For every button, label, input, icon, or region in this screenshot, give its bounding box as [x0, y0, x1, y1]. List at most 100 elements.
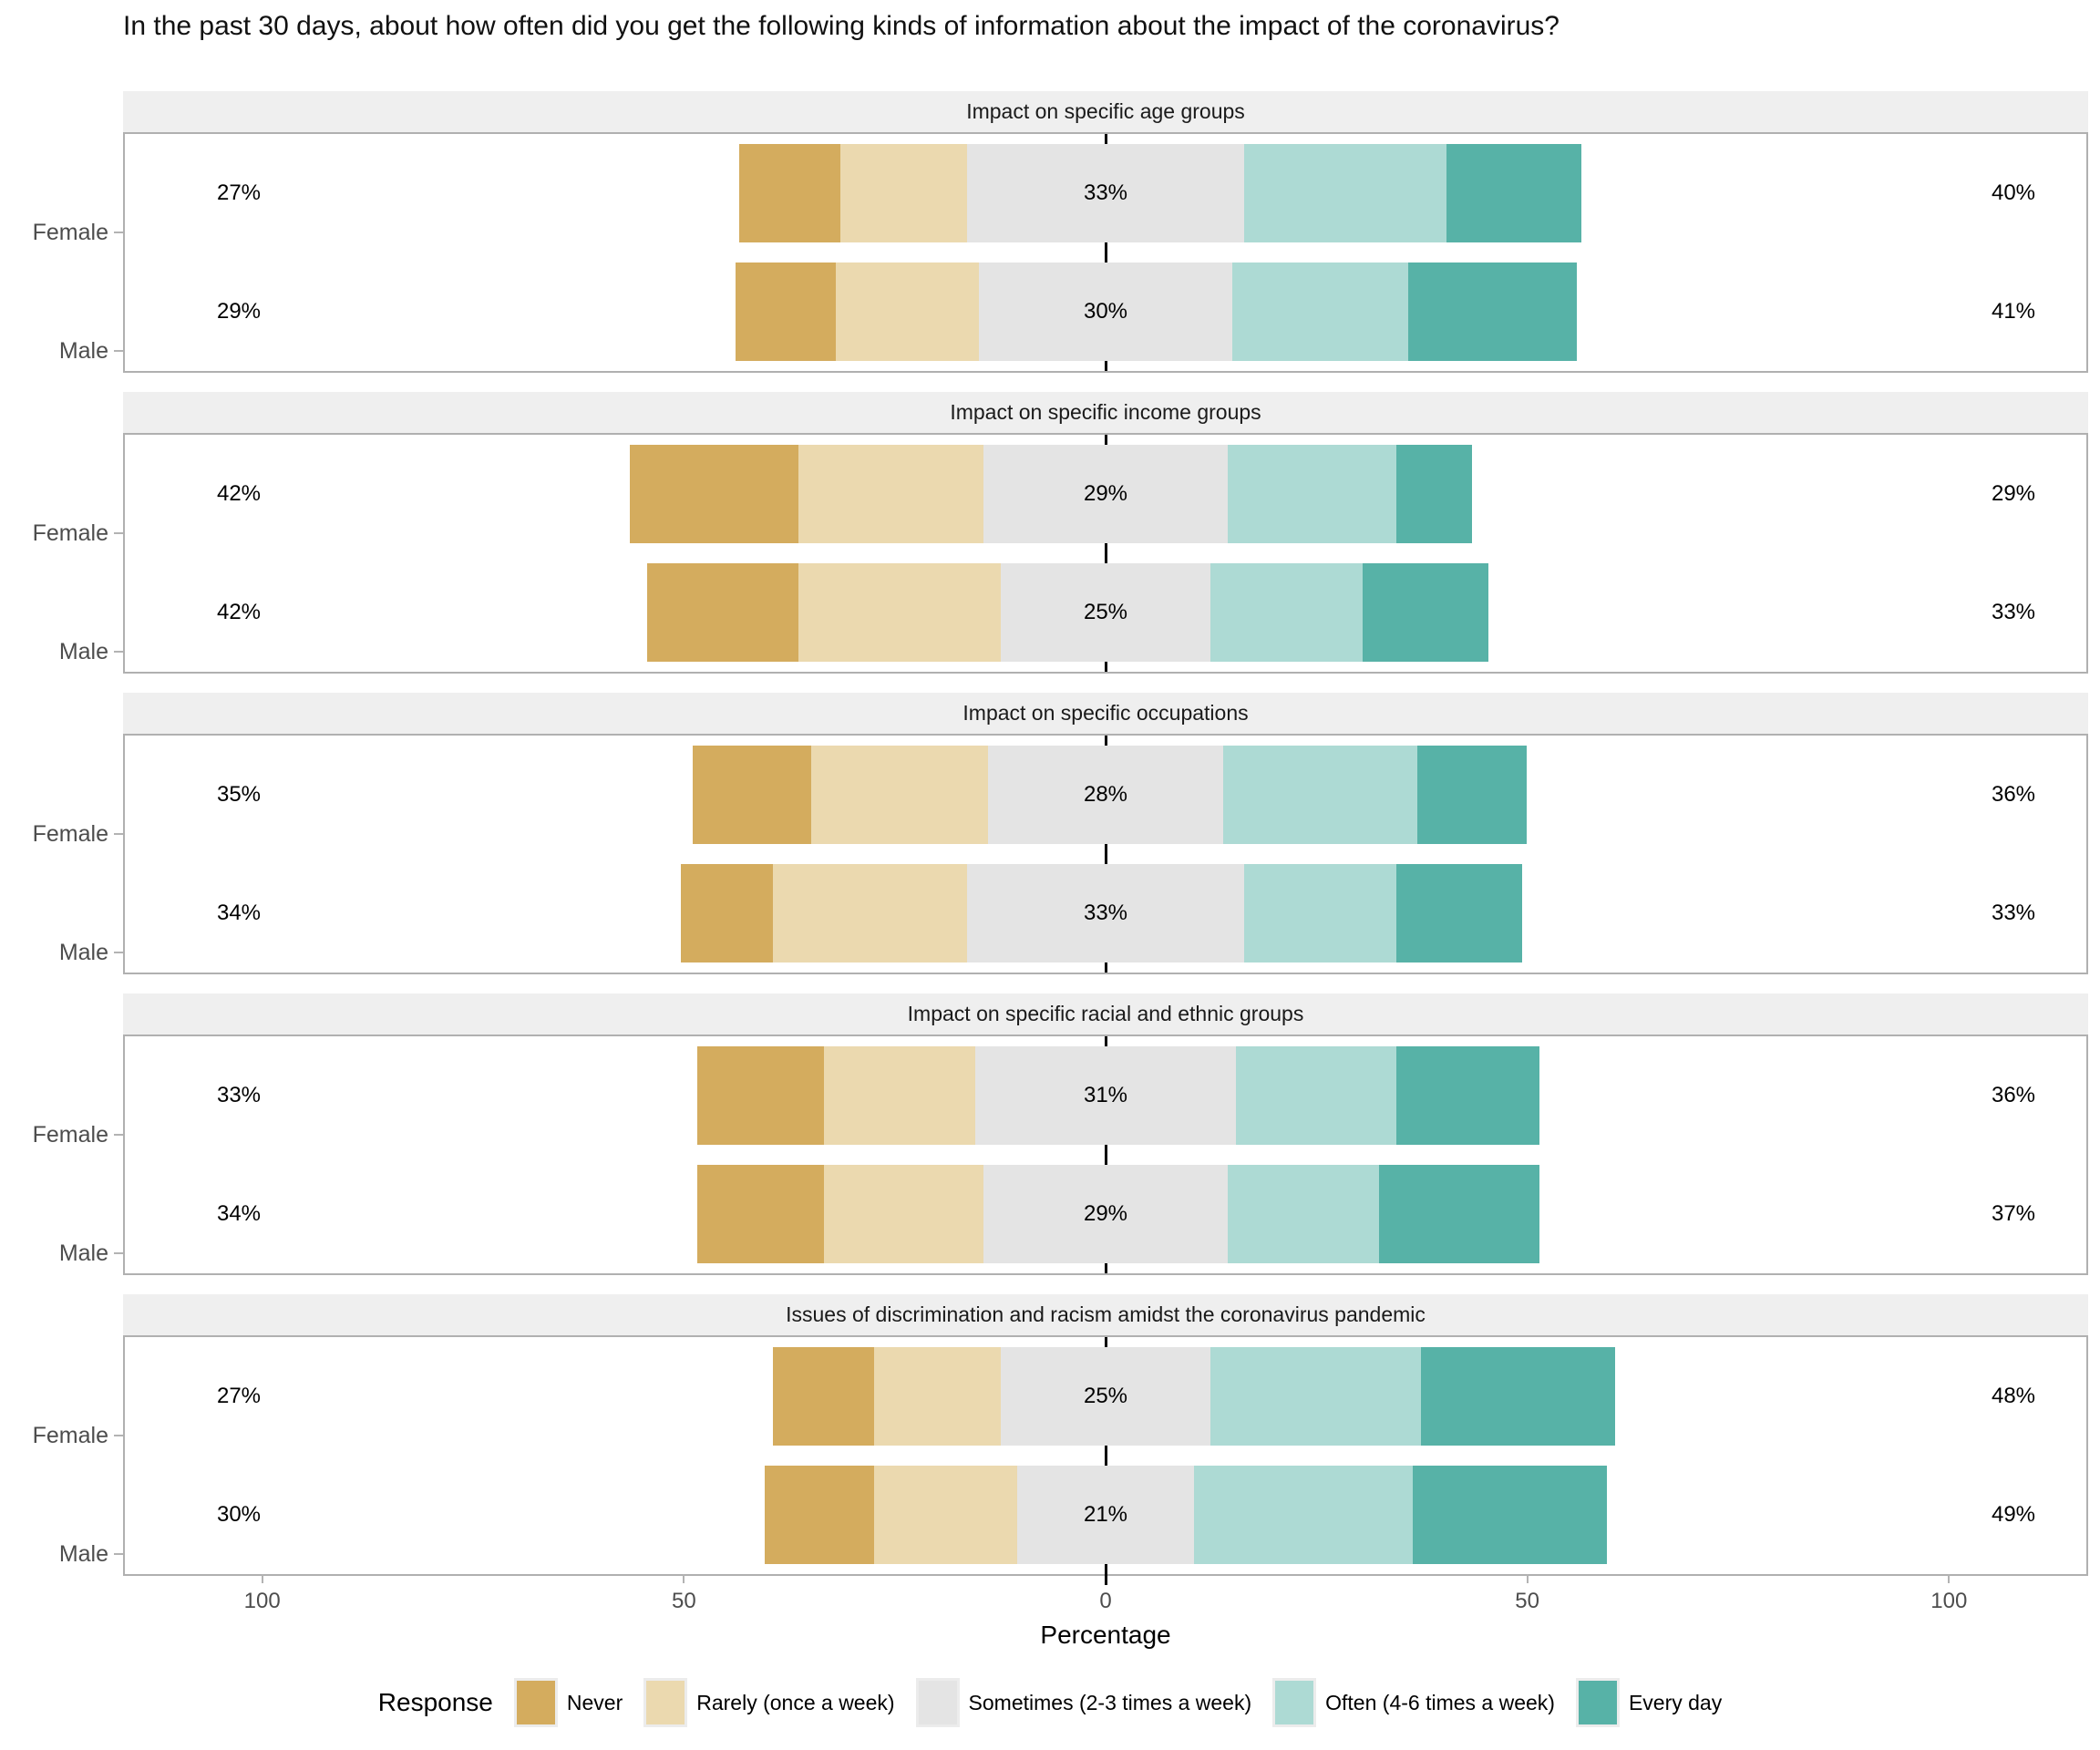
- bar-female: [125, 144, 2086, 242]
- x-axis-tick: [1526, 1574, 1529, 1583]
- value-label-right: 36%: [1991, 782, 2036, 807]
- value-label-left: 30%: [216, 1502, 262, 1527]
- y-axis-label-male: Male: [58, 1240, 108, 1266]
- value-label-left: 42%: [216, 600, 262, 624]
- x-axis: 100 50 0 50 100: [123, 1574, 2088, 1629]
- legend-item-never: Never: [516, 1681, 623, 1724]
- value-label-left: 42%: [216, 481, 262, 506]
- x-axis-title: Percentage: [1040, 1621, 1171, 1649]
- legend-swatch-sometimes: [918, 1681, 957, 1724]
- bar-segment-never: [697, 1165, 824, 1263]
- legend-label: Every day: [1628, 1690, 1723, 1714]
- x-axis-tick-label: 100: [1930, 1589, 1968, 1613]
- bar-segment-often: [1231, 262, 1409, 361]
- zero-axis-line: [1105, 1337, 1107, 1574]
- bar-segment-rarely: [798, 445, 984, 543]
- zero-axis-line: [1105, 435, 1107, 672]
- plot-area: 27% 33% 40% 29% 30% 41%: [123, 132, 2088, 373]
- value-label-left: 34%: [216, 901, 262, 925]
- bar-segment-every-day: [1413, 1466, 1607, 1564]
- x-axis-tick-zero: [1105, 1574, 1107, 1585]
- bar-male: [125, 1466, 2086, 1564]
- panel-header: Impact on specific income groups: [123, 392, 2088, 433]
- panel-title: Impact on specific income groups: [950, 400, 1261, 424]
- bar-segment-often: [1210, 1347, 1422, 1446]
- bar-segment-rarely: [836, 262, 980, 361]
- value-label-right: 49%: [1991, 1502, 2036, 1527]
- y-axis-tick: [114, 833, 123, 835]
- bar-segment-every-day: [1446, 144, 1581, 242]
- value-label-center: 33%: [1083, 901, 1128, 925]
- bar-segment-every-day: [1395, 864, 1523, 962]
- bar-segment-rarely: [823, 1165, 984, 1263]
- bar-segment-sometimes: [987, 746, 1224, 844]
- y-axis-tick: [114, 350, 123, 352]
- panel-income-groups: Impact on specific income groups 42% 29%…: [33, 392, 2088, 674]
- panel-title: Issues of discrimination and racism amid…: [786, 1302, 1426, 1326]
- bar-segment-often: [1193, 1466, 1414, 1564]
- bar-segment-often: [1227, 1165, 1380, 1263]
- bar-segment-every-day: [1362, 563, 1489, 662]
- x-axis-tick-label: 50: [671, 1589, 696, 1613]
- panel-header: Impact on specific age groups: [123, 91, 2088, 132]
- bar-male: [125, 262, 2086, 361]
- bar-female: [125, 445, 2086, 543]
- value-label-left: 33%: [216, 1083, 262, 1107]
- bar-segment-sometimes: [966, 144, 1245, 242]
- plot-area: 27% 25% 48% 30% 21% 49%: [123, 1335, 2088, 1576]
- value-label-center: 29%: [1083, 1201, 1128, 1226]
- bar-segment-never: [735, 262, 837, 361]
- bar-segment-often: [1244, 144, 1447, 242]
- bar-segment-every-day: [1395, 1046, 1539, 1145]
- value-label-center: 31%: [1083, 1083, 1128, 1107]
- legend-label: Sometimes (2-3 times a week): [968, 1690, 1252, 1714]
- value-label-left: 27%: [216, 180, 262, 205]
- legend-item-every-day: Every day: [1578, 1681, 1723, 1724]
- value-label-center: 25%: [1083, 600, 1128, 624]
- bar-segment-never: [630, 445, 798, 543]
- panel-header: Impact on specific racial and ethnic gro…: [123, 993, 2088, 1035]
- value-label-right: 37%: [1991, 1201, 2036, 1226]
- bar-segment-rarely: [874, 1466, 1017, 1564]
- y-axis-label-female: Female: [32, 821, 108, 847]
- bar-segment-never: [773, 1347, 874, 1446]
- panel-header: Impact on specific occupations: [123, 693, 2088, 734]
- x-axis-tick: [261, 1574, 263, 1583]
- bar-segment-never: [764, 1466, 874, 1564]
- bar-segment-never: [739, 144, 841, 242]
- y-axis-tick: [114, 532, 123, 534]
- y-axis-label-female: Female: [32, 220, 108, 245]
- panel-title: Impact on specific age groups: [966, 99, 1245, 123]
- plot-area: 42% 29% 29% 42% 25% 33%: [123, 433, 2088, 674]
- y-axis-label-female: Female: [32, 520, 108, 546]
- value-label-center: 21%: [1083, 1502, 1128, 1527]
- bar-segment-sometimes: [974, 1046, 1237, 1145]
- bar-segment-every-day: [1416, 746, 1527, 844]
- bar-segment-sometimes: [983, 1165, 1228, 1263]
- y-axis-tick: [114, 1435, 123, 1436]
- x-axis-tick: [1948, 1574, 1951, 1583]
- legend-title: Response: [377, 1688, 493, 1716]
- value-label-left: 35%: [216, 782, 262, 807]
- bar-segment-sometimes: [966, 864, 1245, 962]
- bar-segment-often: [1236, 1046, 1396, 1145]
- legend-label: Never: [566, 1690, 623, 1714]
- value-label-center: 29%: [1083, 481, 1128, 506]
- y-axis-tick: [114, 1553, 123, 1555]
- panel-age-groups: Impact on specific age groups 27% 33% 40…: [33, 91, 2088, 373]
- bar-segment-never: [680, 864, 774, 962]
- panel-title: Impact on specific occupations: [962, 701, 1249, 725]
- zero-axis-line: [1105, 134, 1107, 371]
- bar-segment-sometimes: [1000, 563, 1211, 662]
- y-axis-label-male: Male: [58, 1541, 108, 1567]
- y-axis-tick: [114, 232, 123, 233]
- y-axis-label-female: Female: [32, 1423, 108, 1448]
- legend-item-sometimes: Sometimes (2-3 times a week): [918, 1681, 1252, 1724]
- value-label-center: 28%: [1083, 782, 1128, 807]
- bar-segment-rarely: [810, 746, 988, 844]
- y-axis-tick: [114, 952, 123, 953]
- bar-segment-rarely: [773, 864, 967, 962]
- value-label-left: 29%: [216, 299, 262, 324]
- value-label-right: 41%: [1991, 299, 2036, 324]
- bar-segment-rarely: [823, 1046, 975, 1145]
